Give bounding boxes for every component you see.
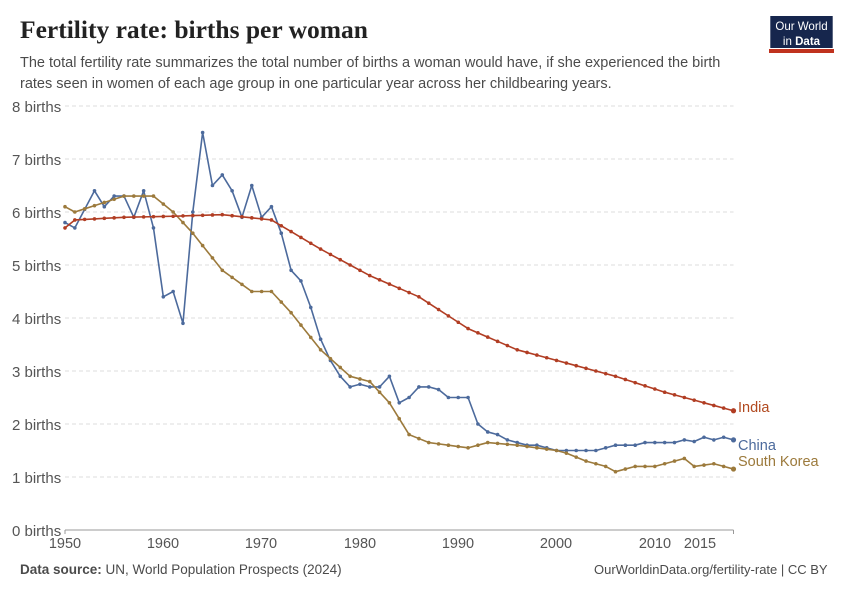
- svg-text:1980: 1980: [344, 536, 376, 552]
- svg-text:2 births: 2 births: [12, 417, 61, 434]
- svg-text:2010: 2010: [639, 536, 671, 552]
- svg-text:2000: 2000: [540, 536, 572, 552]
- svg-text:5 births: 5 births: [12, 258, 61, 275]
- svg-text:3 births: 3 births: [12, 364, 61, 381]
- svg-text:1970: 1970: [245, 536, 277, 552]
- svg-text:4 births: 4 births: [12, 311, 61, 328]
- svg-text:7 births: 7 births: [12, 152, 61, 169]
- svg-text:6 births: 6 births: [12, 205, 61, 222]
- svg-text:2015: 2015: [684, 536, 716, 552]
- svg-text:8 births: 8 births: [12, 99, 61, 116]
- svg-text:1960: 1960: [147, 536, 179, 552]
- svg-text:South Korea: South Korea: [738, 454, 820, 470]
- svg-text:1 births: 1 births: [12, 470, 61, 487]
- svg-text:China: China: [738, 438, 777, 454]
- svg-text:1950: 1950: [49, 536, 81, 552]
- svg-text:India: India: [738, 400, 770, 416]
- svg-text:1990: 1990: [442, 536, 474, 552]
